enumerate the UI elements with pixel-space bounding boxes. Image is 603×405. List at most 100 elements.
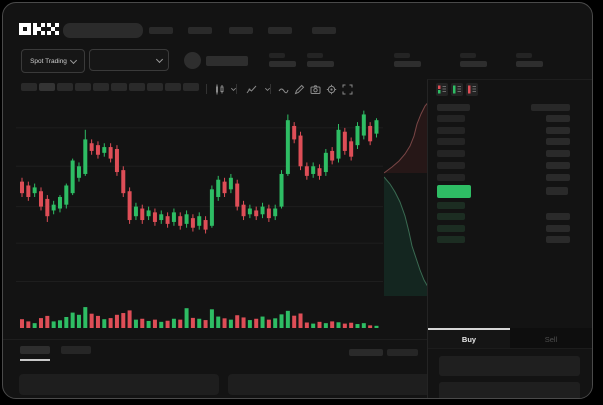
interval-button-2[interactable] [57, 83, 73, 91]
volume-bar [45, 315, 50, 328]
candle-body [140, 208, 145, 221]
volume-bar [209, 309, 214, 328]
ask-row-amount[interactable] [546, 115, 570, 122]
volume-bar [361, 323, 366, 328]
interval-button-5[interactable] [111, 83, 127, 91]
sell-tab-label: Sell [544, 334, 558, 344]
candle-body [209, 189, 214, 226]
fullscreen-icon[interactable] [341, 83, 353, 95]
orderbook-cell-placeholder [546, 187, 568, 195]
candle-body [241, 204, 246, 217]
candle-body [368, 125, 373, 142]
interval-button-9[interactable] [183, 83, 199, 91]
bid-row-price[interactable] [437, 236, 465, 244]
ask-row-price[interactable] [437, 173, 465, 181]
book-bids-icon[interactable] [451, 83, 463, 96]
candles-icon[interactable] [213, 83, 225, 95]
volume-bar [311, 323, 316, 328]
candle-body [95, 145, 100, 155]
volume-bar [32, 323, 37, 328]
interval-button-3[interactable] [75, 83, 91, 91]
nav-item-placeholder-3[interactable] [268, 27, 292, 34]
book-split-icon[interactable] [436, 83, 448, 96]
chevron-down-icon[interactable] [227, 83, 239, 95]
candle-body [184, 214, 189, 224]
tab-sell[interactable]: Sell [510, 328, 592, 348]
brush-icon[interactable] [293, 83, 305, 95]
interval-button-8[interactable] [165, 83, 181, 91]
ask-row-price[interactable] [437, 138, 465, 146]
candle-body [76, 166, 81, 178]
pair-selector-dropdown[interactable] [89, 49, 169, 71]
candle-body [323, 152, 328, 173]
market-type-dropdown[interactable]: Spot Trading [21, 49, 85, 73]
ask-row-amount[interactable] [546, 126, 570, 134]
bid-row-amount[interactable] [546, 236, 570, 244]
logo-cell [55, 23, 59, 27]
indicators-icon[interactable] [245, 83, 257, 95]
volume-bar [342, 323, 347, 328]
volume-bar [178, 319, 183, 328]
last-price-badge[interactable] [437, 185, 471, 198]
interval-button-4[interactable] [93, 83, 109, 91]
volume-bar [165, 320, 170, 328]
nav-item-placeholder-0[interactable] [149, 27, 173, 34]
camera-icon[interactable] [309, 83, 321, 95]
volume-bar [216, 316, 221, 328]
trend-line-icon[interactable] [277, 83, 289, 95]
okx-logo[interactable] [19, 23, 60, 35]
candle-body [317, 168, 322, 176]
ask-row-price[interactable] [437, 150, 465, 158]
volume-bar [95, 315, 100, 328]
price-input[interactable] [439, 356, 580, 376]
interval-button-6[interactable] [129, 83, 145, 91]
volume-bar [273, 318, 278, 328]
ask-row-amount[interactable] [546, 173, 570, 181]
depth-asks-line [384, 98, 431, 174]
book-asks-icon[interactable] [466, 83, 478, 96]
search-input[interactable] [63, 23, 143, 38]
candle-body [178, 216, 183, 226]
app-window: Spot Trading Buy Sell [2, 2, 593, 399]
ask-row-amount[interactable] [546, 150, 570, 158]
volume-bar [336, 322, 341, 328]
bid-row-amount[interactable] [546, 224, 570, 232]
volume-bar [330, 321, 335, 328]
nav-item-placeholder-4[interactable] [312, 27, 336, 34]
volume-bar [235, 315, 240, 328]
nav-item-placeholder-1[interactable] [188, 27, 212, 34]
chevron-down-icon[interactable] [261, 83, 273, 95]
ask-row-price[interactable] [437, 126, 465, 134]
okx-logo-glyph-x [47, 23, 60, 35]
pair-name-placeholder [206, 56, 248, 66]
bottom-tab-0[interactable] [20, 346, 50, 354]
nav-item-placeholder-2[interactable] [229, 27, 253, 34]
ask-row-amount[interactable] [546, 161, 570, 169]
bid-row-price[interactable] [437, 224, 465, 232]
bottom-tab-1[interactable] [61, 346, 91, 354]
bid-row-amount[interactable] [546, 213, 570, 221]
volume-bar [102, 319, 107, 328]
bid-row-price[interactable] [437, 202, 465, 209]
ticker-stat-value-3 [460, 61, 487, 67]
tab-buy[interactable]: Buy [428, 328, 510, 348]
volume-bar [38, 318, 43, 328]
logo-cell [23, 23, 27, 27]
volume-bar [317, 321, 322, 328]
ask-row-price[interactable] [437, 115, 465, 122]
settings-icon[interactable] [325, 83, 337, 95]
ask-row-amount[interactable] [546, 138, 570, 146]
interval-button-0[interactable] [21, 83, 37, 91]
ask-row-price[interactable] [437, 161, 465, 169]
interval-button-7[interactable] [147, 83, 163, 91]
ticker-stat-value-4 [516, 61, 543, 67]
logo-cell [27, 31, 31, 35]
volume-bar [203, 320, 208, 328]
candle-body [38, 191, 43, 207]
market-type-label: Spot Trading [30, 57, 67, 65]
interval-button-1[interactable] [39, 83, 55, 91]
candlestick-chart[interactable] [16, 95, 383, 297]
amount-input[interactable] [439, 382, 580, 398]
bid-row-price[interactable] [437, 213, 465, 221]
volume-bar [83, 307, 88, 328]
